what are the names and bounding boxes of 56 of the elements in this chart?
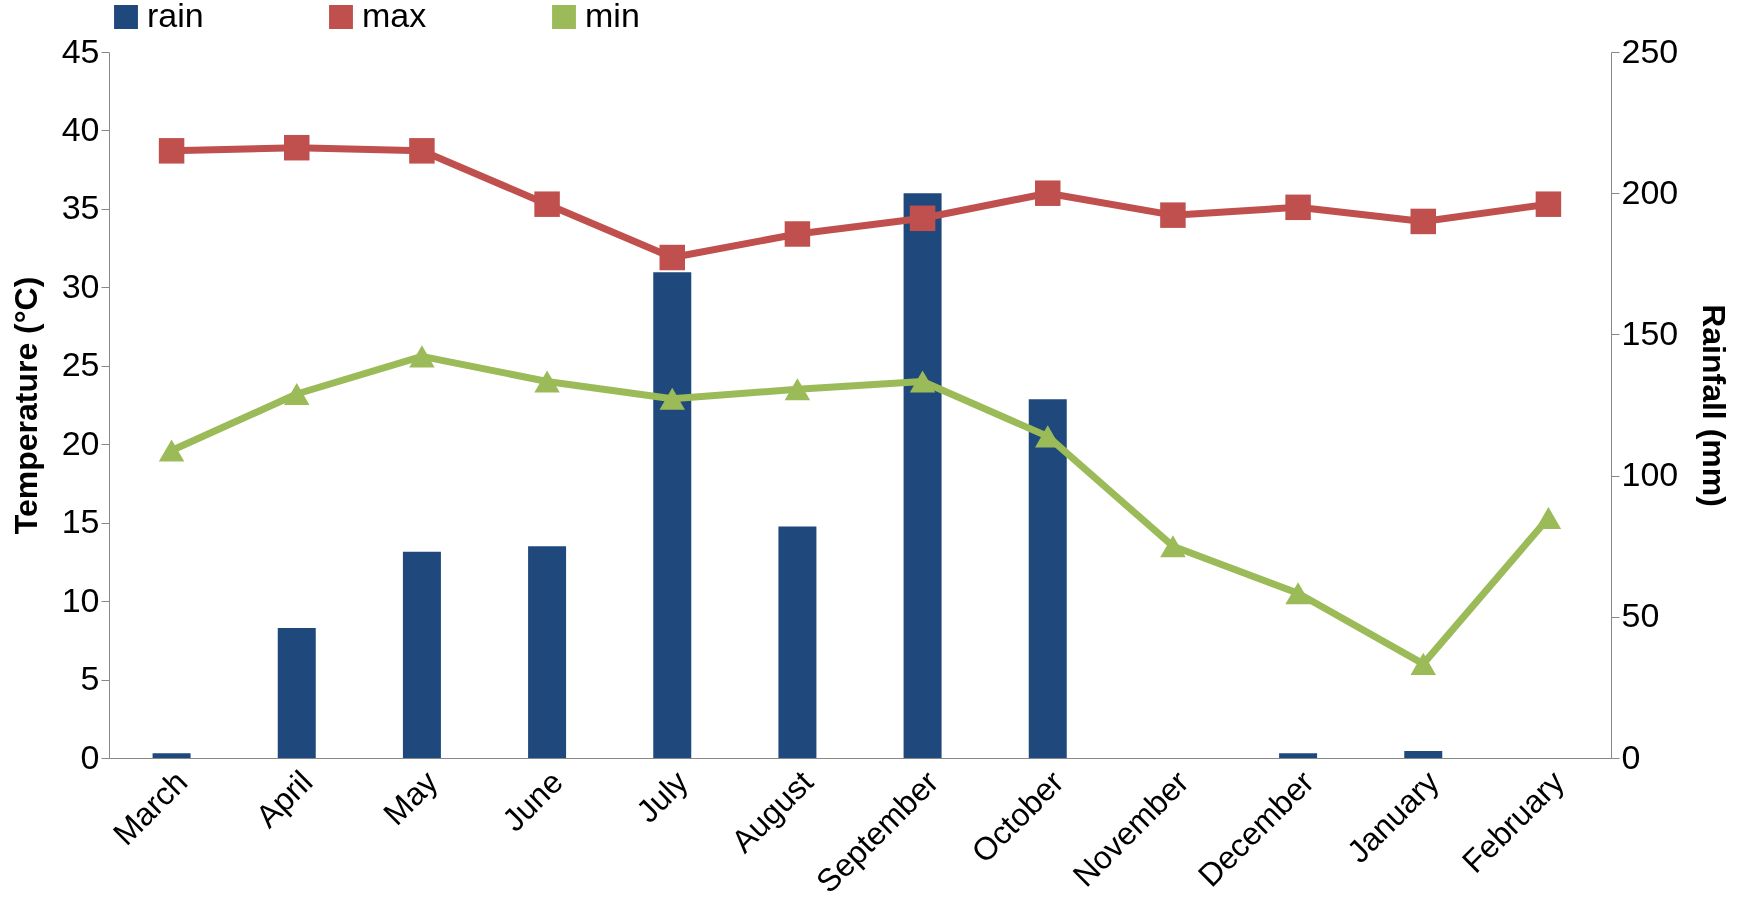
x-tick-label: May — [376, 763, 445, 832]
point — [1035, 180, 1061, 206]
legend-label: max — [362, 0, 427, 34]
point — [409, 345, 435, 368]
y2-tick-label: 100 — [1621, 455, 1679, 494]
y-tick-label: 35 — [61, 188, 100, 227]
y2-tick-label: 0 — [1621, 737, 1641, 776]
point — [158, 138, 185, 164]
y2-tick-label: 200 — [1621, 172, 1679, 211]
bar — [1279, 753, 1318, 758]
y-tick-label: 45 — [61, 31, 100, 70]
point — [784, 221, 811, 247]
point — [909, 370, 936, 393]
bar — [653, 272, 692, 758]
point — [158, 439, 185, 462]
point — [1535, 506, 1562, 529]
y2-tick-label: 150 — [1621, 313, 1679, 352]
bar — [1404, 750, 1443, 758]
legend-label: min — [585, 0, 640, 34]
point — [1410, 652, 1436, 675]
y-tick-label: 0 — [80, 737, 100, 776]
y-tick-label: 25 — [61, 345, 100, 384]
legend-label: rain — [147, 0, 204, 34]
bar — [152, 753, 191, 758]
point — [284, 134, 310, 161]
y2-tick-label: 50 — [1621, 596, 1660, 635]
y-tick-label: 40 — [61, 109, 100, 148]
point — [784, 378, 811, 401]
point — [1535, 191, 1562, 217]
y2-axis-title: Rainfall (mm) — [1696, 304, 1733, 507]
point — [534, 191, 560, 217]
point — [1160, 535, 1186, 558]
bar — [903, 193, 942, 758]
y-axis-title: Temperature (°C) — [7, 276, 44, 535]
y-tick-label: 5 — [80, 659, 100, 698]
bar — [528, 546, 567, 758]
point — [1285, 582, 1311, 605]
point — [284, 382, 310, 406]
y-tick-label: 30 — [61, 266, 100, 305]
y-tick-label: 20 — [61, 423, 100, 462]
bar — [1028, 399, 1067, 758]
bar — [277, 628, 316, 758]
point — [1160, 202, 1186, 228]
point — [1410, 208, 1436, 235]
point — [534, 370, 560, 393]
point — [409, 138, 435, 164]
bar — [402, 551, 441, 758]
bar — [778, 526, 817, 758]
y2-tick-label: 250 — [1621, 31, 1679, 70]
point — [659, 244, 685, 271]
point — [909, 205, 936, 232]
y-tick-label: 15 — [61, 502, 100, 541]
point — [1285, 194, 1311, 221]
x-tick-label: July — [629, 763, 695, 830]
y-tick-label: 10 — [61, 580, 100, 619]
point — [659, 387, 685, 410]
